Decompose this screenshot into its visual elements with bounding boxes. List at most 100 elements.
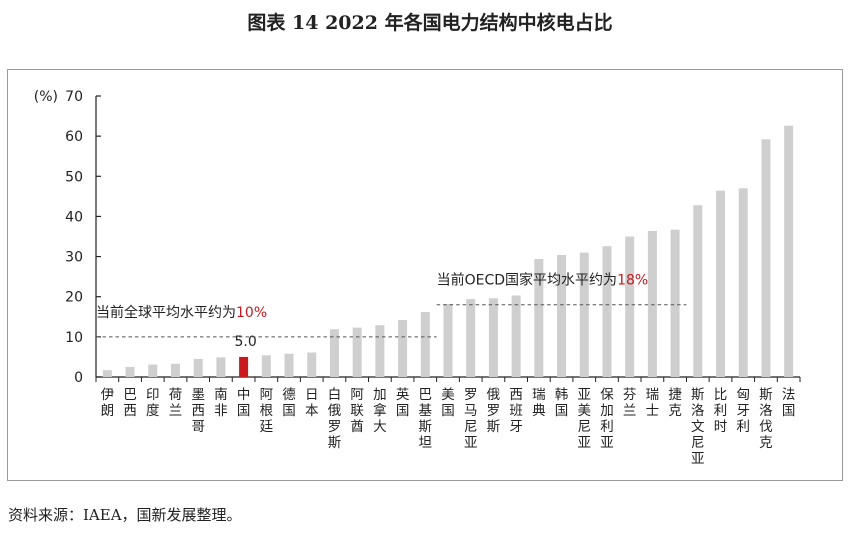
bar-匈牙利 <box>738 188 748 377</box>
category-label-南非: 非 <box>214 403 228 419</box>
category-label-芬兰: 芬 <box>623 387 637 403</box>
source-note: 资料来源：IAEA，国新发展整理。 <box>8 506 242 524</box>
category-label-亚美尼亚: 亚 <box>578 435 592 451</box>
value-label-中国: 5.0 <box>234 334 256 350</box>
bar-亚美尼亚 <box>579 252 589 377</box>
category-label-白俄罗斯: 俄 <box>328 403 342 419</box>
bar-芬兰 <box>625 236 635 377</box>
category-label-斯洛伐克: 克 <box>759 435 773 451</box>
average-label-value: 18% <box>617 273 648 289</box>
category-label-保加利亚: 加 <box>600 403 614 419</box>
category-label-罗马尼亚: 马 <box>464 403 478 419</box>
average-label-1: 当前全球平均水平约为10% <box>96 304 267 321</box>
bar-英国 <box>398 319 408 377</box>
category-label-亚美尼亚: 亚 <box>578 387 592 403</box>
bar-阿联酋 <box>352 327 362 377</box>
category-label-荷兰: 兰 <box>169 403 183 419</box>
category-label-印度: 度 <box>146 403 160 419</box>
category-label-阿联酋: 阿 <box>350 387 364 403</box>
category-label-韩国: 国 <box>555 403 569 419</box>
bar-日本 <box>307 352 317 377</box>
category-label-巴基斯坦: 斯 <box>419 419 433 435</box>
category-label-匈牙利: 利 <box>736 419 750 435</box>
category-label-伊朗: 朗 <box>101 403 115 419</box>
category-labels: 伊朗巴西印度荷兰墨西哥南非中国阿根廷德国日本白俄罗斯阿联酋加拿大英国巴基斯坦美国… <box>101 386 796 467</box>
category-label-俄罗斯: 罗 <box>487 403 501 419</box>
bar-韩国 <box>557 254 567 377</box>
bar-美国 <box>443 303 453 377</box>
category-label-保加利亚: 亚 <box>600 435 614 451</box>
bar-斯洛文尼亚 <box>693 205 703 377</box>
y-tick-label: 30 <box>65 250 83 266</box>
average-label-text: 当前全球平均水平约为 <box>96 304 236 321</box>
category-label-美国: 国 <box>441 403 455 419</box>
category-label-瑞典: 瑞 <box>532 387 546 403</box>
category-label-巴西: 西 <box>123 403 137 419</box>
average-label-value: 10% <box>236 305 267 321</box>
category-label-匈牙利: 牙 <box>736 403 750 419</box>
category-label-英国: 国 <box>396 403 410 419</box>
y-axis-unit: (%) <box>34 89 58 105</box>
category-label-瑞士: 瑞 <box>646 387 660 403</box>
category-label-墨西哥: 墨 <box>191 387 205 403</box>
chart-frame <box>7 69 843 481</box>
bar-印度 <box>148 364 158 377</box>
category-label-比利时: 比 <box>714 387 728 403</box>
category-label-白俄罗斯: 罗 <box>328 419 342 435</box>
y-tick-label: 20 <box>65 290 83 306</box>
bar-巴西 <box>125 366 135 377</box>
category-label-斯洛文尼亚: 亚 <box>691 451 705 467</box>
category-label-法国: 法 <box>782 387 796 403</box>
bar-保加利亚 <box>602 246 612 377</box>
category-label-罗马尼亚: 尼 <box>464 419 478 435</box>
axes: 0 10 20 30 40 50 60 70 (%) <box>34 89 801 386</box>
category-label-捷克: 捷 <box>668 387 682 403</box>
category-label-白俄罗斯: 斯 <box>328 435 342 451</box>
bar-阿根廷 <box>261 355 271 377</box>
category-label-比利时: 利 <box>714 403 728 419</box>
category-label-法国: 国 <box>782 403 796 419</box>
category-label-斯洛文尼亚: 斯 <box>691 387 705 403</box>
category-label-加拿大: 拿 <box>373 402 387 419</box>
category-label-日本: 本 <box>305 403 319 419</box>
category-label-保加利亚: 利 <box>600 419 614 435</box>
category-label-罗马尼亚: 罗 <box>464 387 478 403</box>
bar-伊朗 <box>102 370 112 377</box>
y-tick-label: 0 <box>74 370 83 386</box>
category-label-斯洛文尼亚: 洛 <box>691 403 705 419</box>
category-label-阿根廷: 廷 <box>260 419 274 435</box>
category-label-匈牙利: 匈 <box>736 387 750 403</box>
category-label-瑞士: 士 <box>646 403 660 419</box>
bar-瑞士 <box>647 230 657 377</box>
category-label-斯洛伐克: 斯 <box>759 387 773 403</box>
category-label-阿联酋: 联 <box>350 403 364 419</box>
category-label-阿根廷: 根 <box>260 403 274 419</box>
bar-德国 <box>284 353 294 377</box>
category-label-印度: 印 <box>146 387 160 403</box>
category-label-亚美尼亚: 尼 <box>578 419 592 435</box>
category-label-荷兰: 荷 <box>169 387 183 403</box>
y-tick-label: 60 <box>65 129 83 145</box>
category-label-比利时: 时 <box>714 419 728 435</box>
category-label-德国: 国 <box>282 403 296 419</box>
category-label-罗马尼亚: 亚 <box>464 435 478 451</box>
bar-比利时 <box>716 190 726 377</box>
category-label-西班牙: 班 <box>509 403 523 419</box>
category-label-巴西: 巴 <box>123 387 137 403</box>
category-label-伊朗: 伊 <box>101 387 115 403</box>
category-label-捷克: 克 <box>668 403 682 419</box>
category-label-巴基斯坦: 基 <box>419 402 433 419</box>
category-label-斯洛文尼亚: 文 <box>691 419 705 435</box>
category-label-瑞典: 典 <box>532 403 546 419</box>
average-label-text: 当前OECD国家平均水平约为 <box>437 272 617 289</box>
category-label-德国: 德 <box>282 387 296 403</box>
category-label-俄罗斯: 斯 <box>487 419 501 435</box>
bar-罗马尼亚 <box>466 299 476 377</box>
bar-中国 <box>239 356 249 377</box>
average-label-2: 当前OECD国家平均水平约为18% <box>437 272 649 289</box>
bar-俄罗斯 <box>488 298 498 377</box>
category-label-斯洛伐克: 伐 <box>759 419 773 435</box>
y-tick-label: 50 <box>65 169 83 185</box>
category-label-俄罗斯: 俄 <box>487 387 501 403</box>
